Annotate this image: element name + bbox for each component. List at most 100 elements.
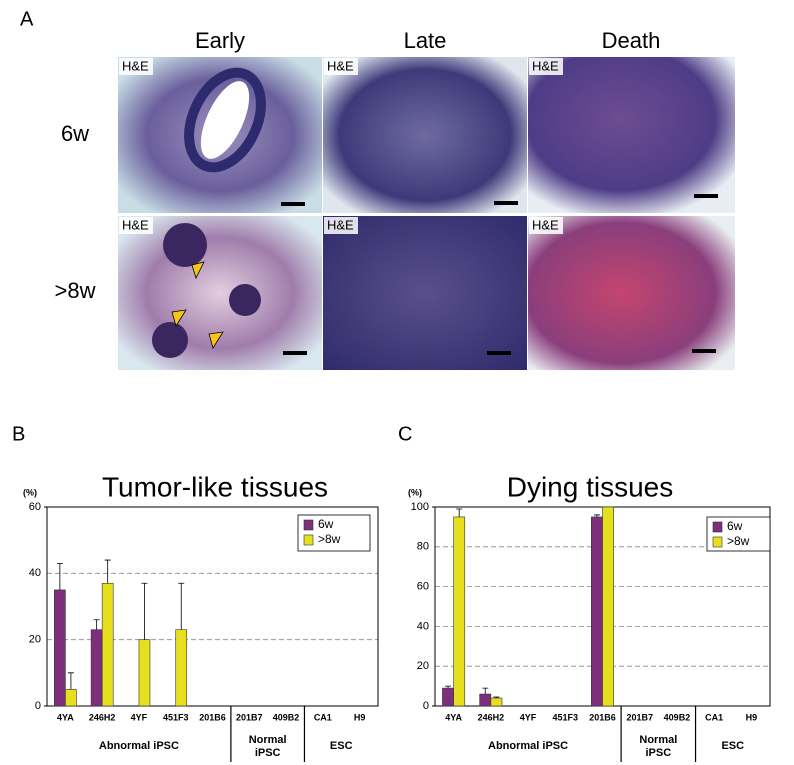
bar	[101, 582, 114, 707]
bar	[65, 689, 77, 707]
x-tick-label: 4YA	[57, 712, 74, 722]
plot-frame	[46, 506, 379, 707]
tissue-structure	[152, 322, 188, 358]
x-tick-label: H9	[354, 712, 366, 722]
micrograph	[528, 216, 735, 370]
scale-bar	[494, 201, 518, 205]
group-label: ESC	[721, 740, 744, 752]
group-label: Normal	[639, 734, 677, 746]
micrograph	[323, 57, 527, 213]
panel-label: A	[20, 8, 34, 30]
panel-label: B	[12, 423, 25, 445]
x-tick-label: 409B2	[273, 712, 300, 722]
stain-label-bg	[119, 217, 153, 234]
legend-label: 6w	[727, 519, 743, 533]
tissue-structure	[229, 284, 261, 316]
error-bar	[93, 619, 100, 630]
legend-label: >8w	[727, 534, 750, 548]
x-tick-label: 4YF	[520, 712, 537, 722]
stain-label-bg	[119, 58, 153, 75]
x-tick-label: CA1	[314, 712, 332, 722]
stain-label-bg	[324, 217, 358, 234]
legend-swatch	[303, 534, 314, 546]
y-tick-label: 80	[417, 541, 429, 553]
stain-label: H&E	[122, 217, 149, 232]
legend-label: >8w	[318, 532, 341, 546]
error-bar	[104, 559, 111, 584]
error-bar	[67, 672, 74, 690]
scale-bar	[283, 351, 307, 355]
bar	[54, 589, 66, 707]
y-unit: (%)	[23, 487, 37, 497]
y-tick-label: 100	[411, 501, 429, 513]
error-bar	[178, 582, 185, 630]
y-tick-label: 0	[423, 700, 429, 712]
x-tick-label: 4YA	[445, 712, 462, 722]
bar	[453, 516, 466, 707]
legend-label: 6w	[318, 517, 334, 531]
group-label: Normal	[249, 734, 287, 746]
bar	[442, 687, 454, 707]
error-bar	[456, 508, 463, 517]
stain-label: H&E	[327, 58, 354, 73]
panel-label: C	[398, 423, 412, 445]
row-label: 6w	[61, 121, 89, 146]
panel-a-images	[118, 57, 735, 370]
x-tick-label: 451F3	[163, 712, 189, 722]
x-tick-label: 409B2	[664, 712, 691, 722]
micrograph	[528, 57, 735, 213]
bar	[138, 639, 151, 707]
x-tick-label: 451F3	[553, 712, 579, 722]
stain-label-bg	[529, 58, 563, 75]
stain-label-bg	[529, 217, 563, 234]
lumen	[200, 81, 250, 159]
stain-label: H&E	[532, 217, 559, 232]
x-tick-label: H9	[746, 712, 758, 722]
group-label: iPSC	[255, 747, 281, 759]
error-bar	[493, 696, 500, 699]
bar	[591, 516, 603, 707]
y-tick-label: 60	[417, 581, 429, 593]
stain-label-bg	[324, 58, 358, 75]
arrowhead	[171, 309, 187, 327]
group-label: ESC	[330, 740, 353, 752]
error-bar	[56, 562, 63, 590]
y-tick-label: 20	[417, 660, 429, 672]
bar	[90, 629, 103, 707]
y-unit: (%)	[408, 487, 422, 497]
column-header: Death	[602, 28, 661, 53]
legend-swatch	[712, 521, 723, 533]
y-tick-label: 40	[417, 620, 429, 632]
tissue-structure	[163, 223, 207, 267]
y-tick-label: 0	[35, 700, 41, 712]
error-bar	[482, 687, 489, 695]
x-tick-label: 246H2	[478, 712, 505, 722]
x-tick-label: 246H2	[89, 712, 116, 722]
column-header: Early	[195, 28, 245, 53]
column-header: Late	[404, 28, 447, 53]
scale-bar	[487, 351, 511, 355]
chart-title: Dying tissues	[507, 471, 674, 502]
x-tick-label: 201B7	[236, 712, 263, 722]
x-tick-label: 201B6	[199, 712, 226, 722]
bar	[175, 629, 188, 707]
scale-bar	[692, 349, 716, 353]
tissue-structure	[184, 67, 266, 173]
chart-title: Tumor-like tissues	[102, 471, 328, 502]
bar	[602, 506, 614, 707]
bar	[490, 697, 503, 707]
x-tick-label: 201B6	[589, 712, 616, 722]
scale-bar	[694, 194, 718, 198]
y-tick-label: 20	[29, 634, 41, 646]
error-bar	[141, 582, 148, 640]
group-label: Abnormal iPSC	[488, 740, 568, 752]
x-tick-label: CA1	[705, 712, 723, 722]
bar	[479, 693, 492, 707]
arrowhead	[191, 261, 205, 280]
x-tick-label: 201B7	[626, 712, 653, 722]
scale-bar	[281, 202, 305, 206]
micrograph	[323, 216, 527, 370]
error-bar	[593, 514, 600, 517]
row-label: >8w	[55, 278, 96, 303]
